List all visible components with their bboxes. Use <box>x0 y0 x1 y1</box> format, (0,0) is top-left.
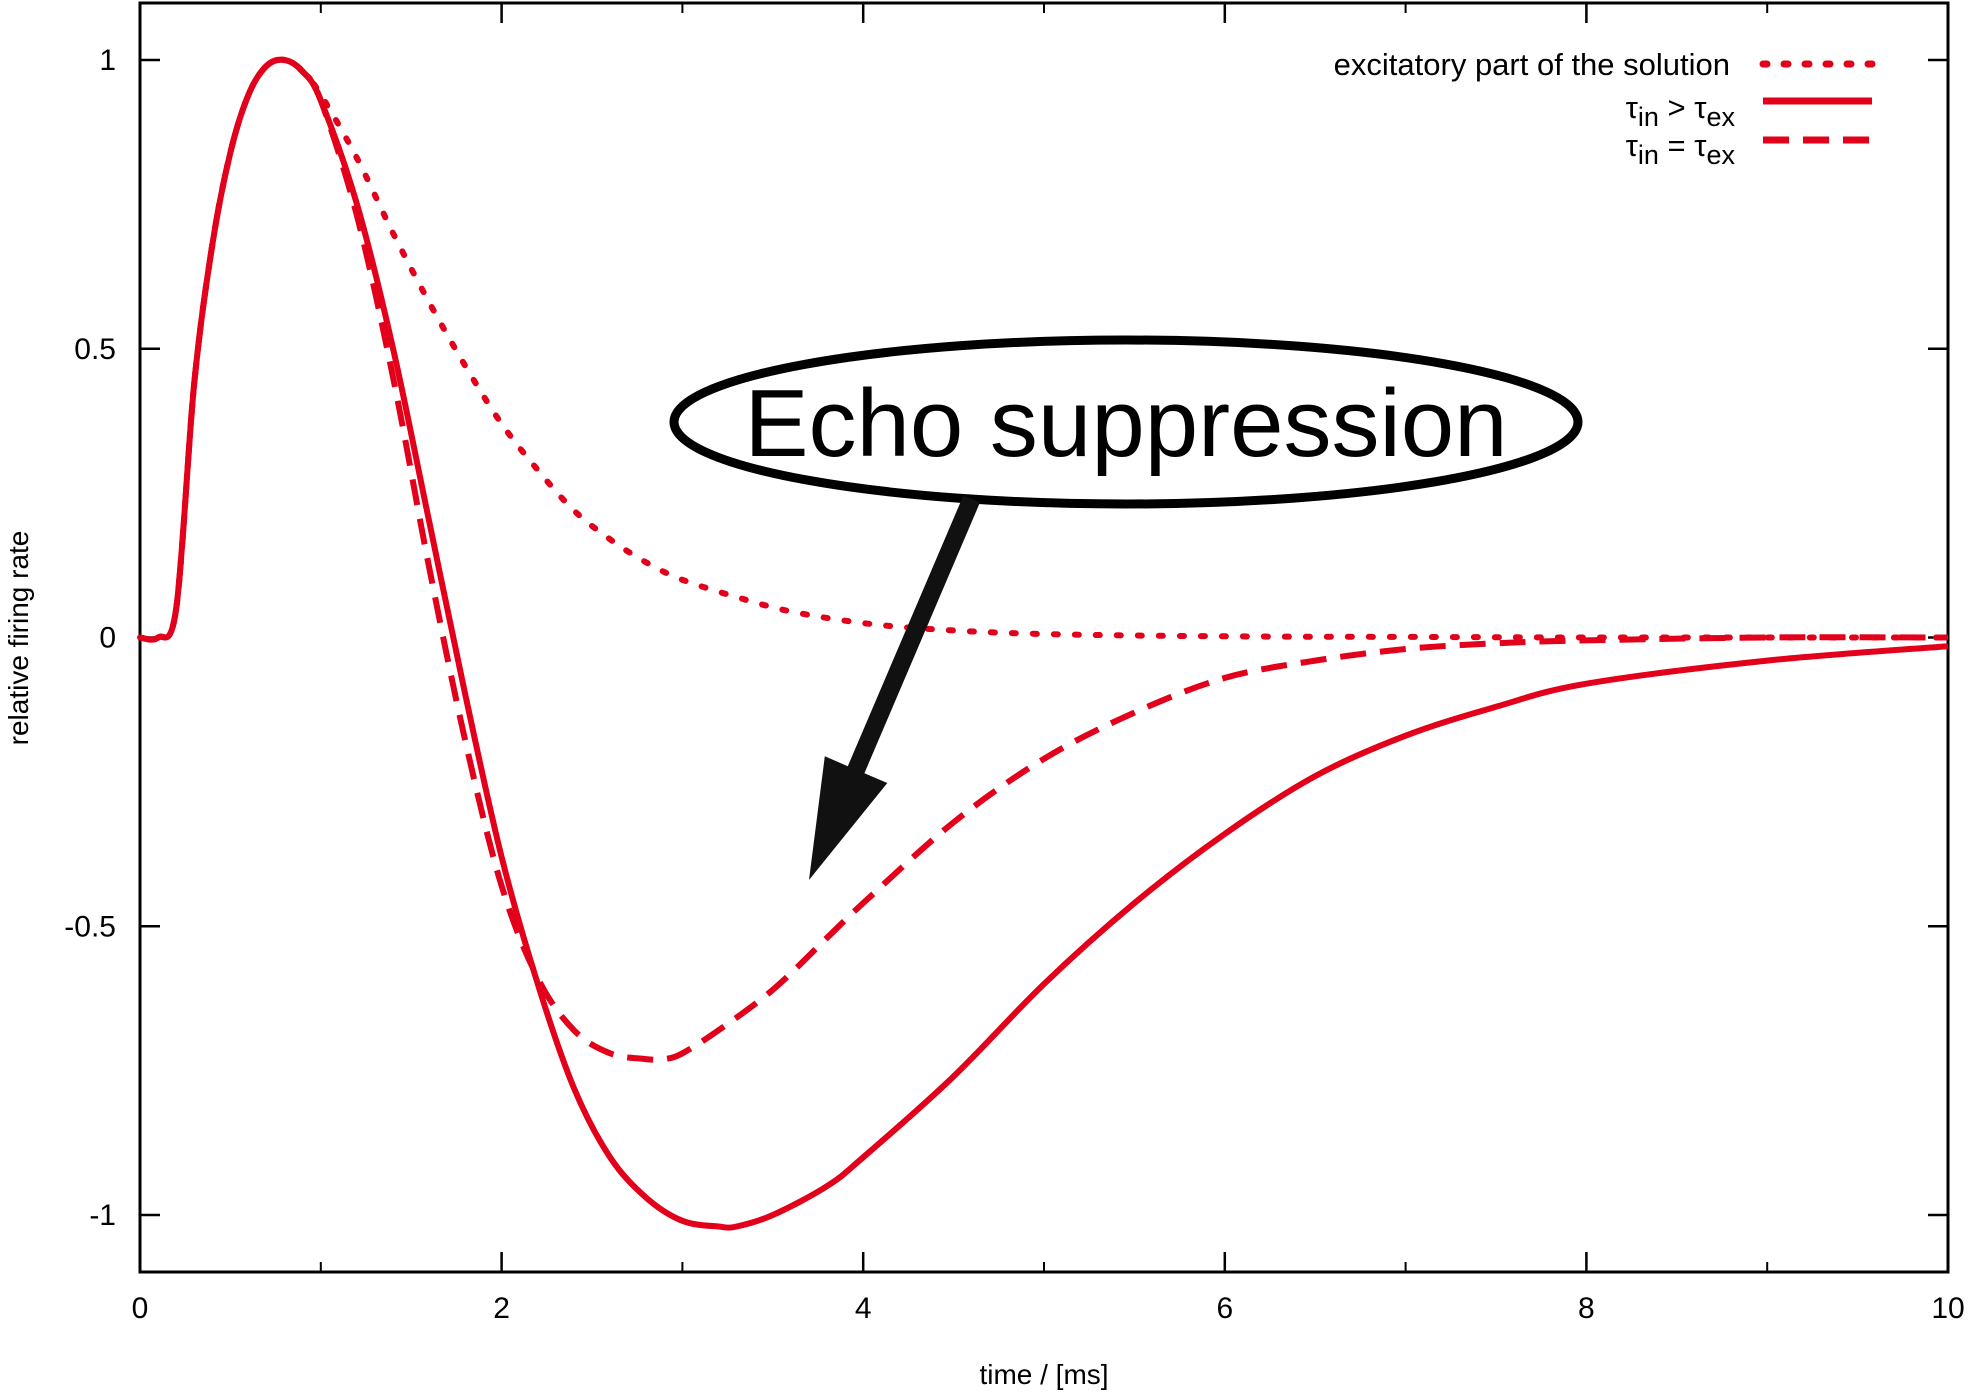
axis-tick-labels: 0 2 4 6 8 10 -1 -0.5 0 0.5 1 <box>64 44 1964 1325</box>
series-layer <box>137 56 1951 1231</box>
y-tick-label-3: 0.5 <box>74 333 116 366</box>
annotation-text: Echo suppression <box>744 370 1507 477</box>
series-line-solid <box>139 56 1949 1231</box>
x-tick-label-2: 4 <box>855 1292 872 1325</box>
x-tick-label-0: 0 <box>132 1292 149 1325</box>
y-tick-label-1: -0.5 <box>64 910 116 943</box>
annotation: Echo suppression <box>669 335 1583 880</box>
y-tick-label-4: 1 <box>99 44 116 77</box>
y-tick-label-2: 0 <box>99 622 116 655</box>
legend-sub-ex-2: ex <box>1706 140 1735 170</box>
x-tick-label-5: 10 <box>1931 1292 1964 1325</box>
legend-label-0: excitatory part of the solution <box>1334 47 1730 82</box>
annotation-arrow <box>809 495 980 880</box>
series-line-dashed <box>139 56 1949 1063</box>
x-axis-title: time / [ms] <box>979 1359 1108 1390</box>
x-tick-label-4: 8 <box>1578 1292 1595 1325</box>
y-tick-label-0: -1 <box>89 1199 116 1232</box>
legend-sub-in-1: in <box>1638 102 1659 132</box>
legend-relation-2: = τ <box>1659 128 1707 163</box>
legend-tau-1: τ <box>1626 90 1638 125</box>
legend-tau-2: τ <box>1626 128 1638 163</box>
legend-sub-ex-1: ex <box>1706 102 1735 132</box>
legend: excitatory part of the solution τin > τe… <box>1334 47 1876 170</box>
legend-sub-in-2: in <box>1638 140 1659 170</box>
legend-label-2: τin = τex <box>1626 128 1736 170</box>
legend-relation-1: > τ <box>1659 90 1707 125</box>
legend-label-1: τin > τex <box>1626 90 1736 132</box>
annotation-ellipse <box>669 335 1583 509</box>
x-tick-label-3: 6 <box>1216 1292 1233 1325</box>
x-tick-label-1: 2 <box>493 1292 510 1325</box>
y-axis-title: relative firing rate <box>3 531 34 746</box>
